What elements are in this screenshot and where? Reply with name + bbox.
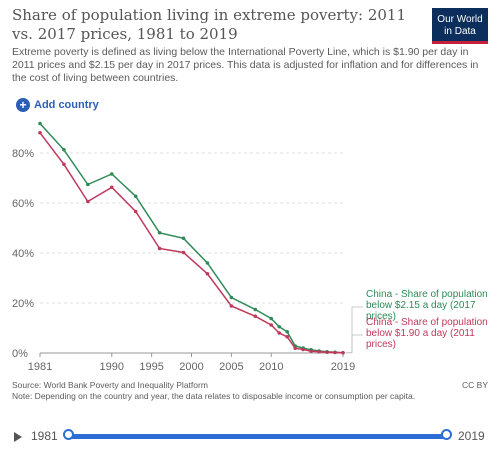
data-point — [38, 130, 42, 135]
data-point — [293, 346, 297, 351]
data-point — [229, 295, 234, 300]
data-point — [229, 304, 234, 308]
logo-accent-bar — [432, 41, 488, 44]
add-country-label: Add country — [34, 99, 99, 111]
data-point — [333, 350, 337, 355]
y-tick-label: 0% — [12, 348, 28, 360]
series-line-1 — [39, 122, 344, 354]
data-point — [277, 324, 282, 329]
data-point — [157, 230, 162, 235]
x-tick-label: 2019 — [331, 361, 355, 373]
timeline-start-handle[interactable] — [63, 429, 74, 440]
legend-label: China - Share of population below $2.15 a… — [366, 289, 488, 322]
x-tick-label: 2000 — [179, 361, 203, 373]
logo-line-1: Our World — [437, 14, 483, 25]
data-point — [157, 246, 162, 251]
timeline: 1981 2019 — [0, 425, 500, 447]
add-country-button[interactable]: + Add country — [16, 98, 99, 112]
legend-label: China - Share of population below $1.90 a… — [366, 317, 488, 350]
data-point — [86, 199, 90, 204]
owid-logo[interactable]: Our World in Data — [432, 8, 488, 44]
data-point — [62, 147, 66, 152]
chart-title: Share of population living in extreme po… — [12, 6, 407, 43]
data-point — [277, 331, 282, 335]
series-line-2 — [39, 132, 344, 354]
data-point — [109, 172, 114, 176]
x-tick-label: 2005 — [219, 361, 243, 373]
data-point — [253, 307, 258, 312]
data-point — [38, 121, 42, 126]
timeline-end-handle[interactable] — [441, 429, 452, 440]
data-point — [205, 271, 210, 276]
play-icon[interactable] — [14, 432, 22, 442]
data-point — [86, 182, 90, 187]
legend-connector — [346, 334, 363, 354]
y-tick-label: 80% — [12, 148, 34, 160]
data-point — [301, 347, 305, 352]
x-tick-label: 1995 — [139, 361, 163, 373]
source-note: Source: World Bank Poverty and Inequalit… — [12, 380, 208, 390]
data-point — [109, 185, 114, 190]
timeline-start-label: 1981 — [31, 429, 58, 443]
data-point — [269, 316, 274, 321]
data-point — [205, 261, 210, 265]
data-point — [341, 350, 345, 355]
data-point — [269, 323, 274, 327]
data-point — [181, 250, 186, 255]
data-point — [285, 329, 289, 334]
chart-subtitle: Extreme poverty is defined as living bel… — [12, 46, 479, 84]
data-point — [325, 350, 329, 355]
timeline-end-label: 2019 — [458, 429, 485, 443]
data-point — [253, 314, 258, 319]
y-tick-label: 20% — [12, 298, 34, 310]
x-tick-label: 2010 — [259, 361, 283, 373]
license-link[interactable]: CC BY — [462, 380, 488, 390]
data-point — [285, 334, 289, 339]
chart-footer: Source: World Bank Poverty and Inequalit… — [12, 380, 488, 402]
x-tick-label: 1981 — [28, 361, 52, 373]
legend-connector — [346, 306, 363, 354]
data-point — [181, 236, 186, 241]
data-point — [309, 349, 313, 354]
plus-icon: + — [16, 98, 30, 112]
data-point — [62, 162, 66, 167]
data-note: Note: Depending on the country and year,… — [12, 391, 416, 401]
logo-line-2: in Data — [444, 26, 476, 37]
y-tick-label: 60% — [12, 198, 34, 210]
data-point — [133, 209, 138, 214]
timeline-track[interactable] — [69, 434, 447, 439]
data-point — [317, 349, 321, 354]
y-tick-label: 40% — [12, 248, 34, 260]
line-chart: 0% 20% 40% 60% 80% 1981 1990 1995 2000 2005 2010 20… — [12, 121, 488, 373]
data-point — [133, 194, 138, 199]
x-tick-label: 1990 — [100, 361, 124, 373]
